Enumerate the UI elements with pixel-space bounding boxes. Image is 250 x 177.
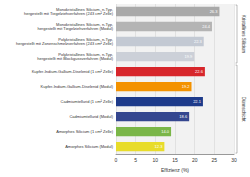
svg-text:19.2: 19.2: [182, 84, 191, 89]
svg-text:14.0: 14.0: [161, 129, 170, 134]
svg-text:Monokristallines Silicium, n-T: Monokristallines Silicium, n-Typ,: [56, 6, 113, 12]
svg-text:Dünnschicht: Dünnschicht: [241, 97, 246, 123]
svg-text:0: 0: [115, 157, 118, 163]
svg-text:26.3: 26.3: [210, 9, 219, 14]
svg-text:Amorphes Silicium (1 cm² Zelle: Amorphes Silicium (1 cm² Zelle): [56, 129, 113, 134]
svg-text:hergestellt mit Blockgussverfa: hergestellt mit Blockgussverfahren (Modu…: [37, 56, 113, 61]
svg-text:22.6: 22.6: [195, 69, 204, 74]
svg-text:hergestellt mit Tiegelziehverf: hergestellt mit Tiegelziehverfahren (243…: [24, 11, 114, 16]
svg-text:Kupfer-Indium-Gallium-Diseleni: Kupfer-Indium-Gallium-Diselenid (1 cm² Z…: [32, 69, 114, 74]
svg-text:24.4: 24.4: [202, 24, 211, 29]
svg-text:25: 25: [212, 157, 218, 163]
svg-text:22.3: 22.3: [194, 39, 203, 44]
svg-text:22.1: 22.1: [193, 99, 202, 104]
svg-text:hergestellt mit Zonenschmelzve: hergestellt mit Zonenschmelzverfahren (2…: [16, 41, 114, 46]
svg-text:30: 30: [231, 157, 237, 163]
svg-text:18.6: 18.6: [179, 114, 188, 119]
svg-text:19.9: 19.9: [184, 54, 193, 59]
svg-text:10: 10: [153, 157, 159, 163]
svg-text:15: 15: [172, 157, 178, 163]
svg-text:Polykristallines Silicium, n-T: Polykristallines Silicium, n-Typ,: [58, 51, 113, 57]
svg-text:12.3: 12.3: [155, 144, 164, 149]
svg-text:hergestellt mit Tiegelziehverf: hergestellt mit Tiegelziehverfahren (Mod…: [37, 26, 113, 31]
svg-text:Polykristallines Silicium, n-T: Polykristallines Silicium, n-Typ,: [58, 36, 113, 42]
svg-text:Kupfer-Indium-Gallium-Diseleni: Kupfer-Indium-Gallium-Diselenid (Modul): [41, 84, 114, 89]
svg-text:Effizienz (%): Effizienz (%): [161, 167, 189, 173]
svg-text:Kristallines Silicium: Kristallines Silicium: [241, 15, 246, 54]
svg-text:Amorphes Silicium (Modul): Amorphes Silicium (Modul): [65, 144, 113, 149]
svg-text:Cadmiumtellurid (Modul): Cadmiumtellurid (Modul): [69, 114, 113, 119]
svg-text:20: 20: [192, 157, 198, 163]
svg-text:Monokristallines Silicium, n-T: Monokristallines Silicium, n-Typ,: [56, 21, 113, 27]
svg-text:Cadmiumtellurid (1 cm² Zelle): Cadmiumtellurid (1 cm² Zelle): [61, 99, 114, 104]
svg-text:5: 5: [134, 157, 137, 163]
